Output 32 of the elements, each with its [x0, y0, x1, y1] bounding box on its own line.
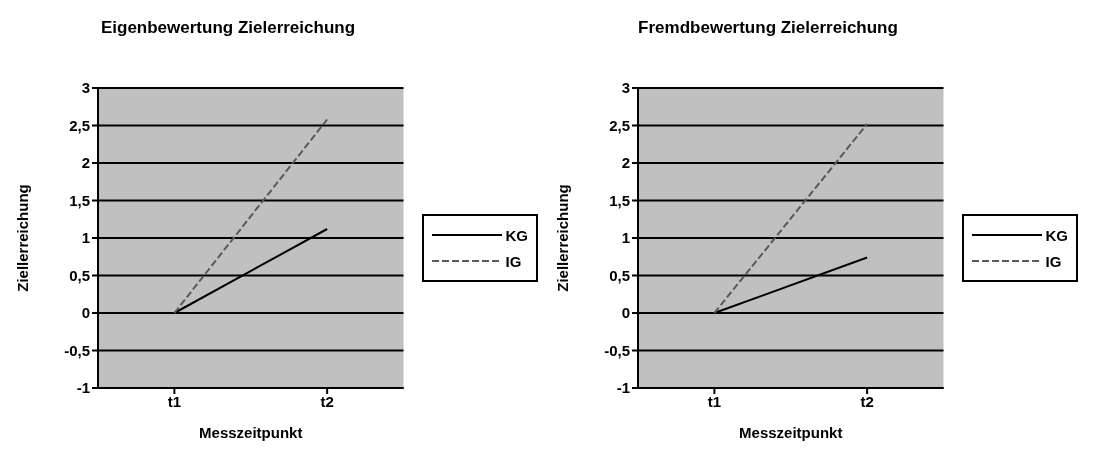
y-axis-title: Ziellerreichung	[554, 184, 572, 292]
x-tick-label: t2	[860, 392, 874, 410]
y-tick-label: 1,5	[69, 191, 90, 209]
y-tick-label: 1	[81, 229, 90, 247]
y-tick-label: -1	[616, 379, 630, 397]
y-axis-title: Ziellerreichung	[14, 184, 32, 292]
y-tick-label: 0	[621, 304, 630, 322]
y-tick-label: 3	[81, 79, 90, 97]
y-tick-label: 0,5	[609, 266, 630, 284]
y-tick-label: 0	[81, 304, 90, 322]
x-tick-label: t1	[167, 392, 182, 410]
y-tick-label: 2	[621, 154, 630, 172]
x-tick-label: t1	[707, 392, 722, 410]
chart-title: Eigenbewertung Zielerreichung	[99, 17, 357, 39]
x-tick-label: t2	[320, 392, 334, 410]
legend-label: KG	[505, 226, 528, 244]
chart-title: Fremdbewertung Zielerreichung	[637, 17, 899, 39]
legend-label: IG	[1045, 252, 1062, 270]
legend-label: KG	[1045, 226, 1068, 244]
y-tick-label: 0,5	[69, 266, 90, 284]
y-tick-label: -1	[76, 379, 90, 397]
y-tick-label: 3	[621, 79, 630, 97]
y-tick-label: -0,5	[604, 341, 630, 359]
legend-label: IG	[505, 252, 522, 270]
y-tick-label: 2,5	[609, 116, 630, 134]
y-tick-label: -0,5	[64, 341, 90, 359]
y-tick-label: 1,5	[609, 191, 630, 209]
x-axis-title: Messzeitpunkt	[199, 424, 303, 441]
x-axis-title: Messzeitpunkt	[739, 424, 843, 441]
y-tick-label: 2,5	[69, 116, 90, 134]
y-tick-label: 1	[621, 229, 630, 247]
y-tick-label: 2	[81, 154, 90, 172]
